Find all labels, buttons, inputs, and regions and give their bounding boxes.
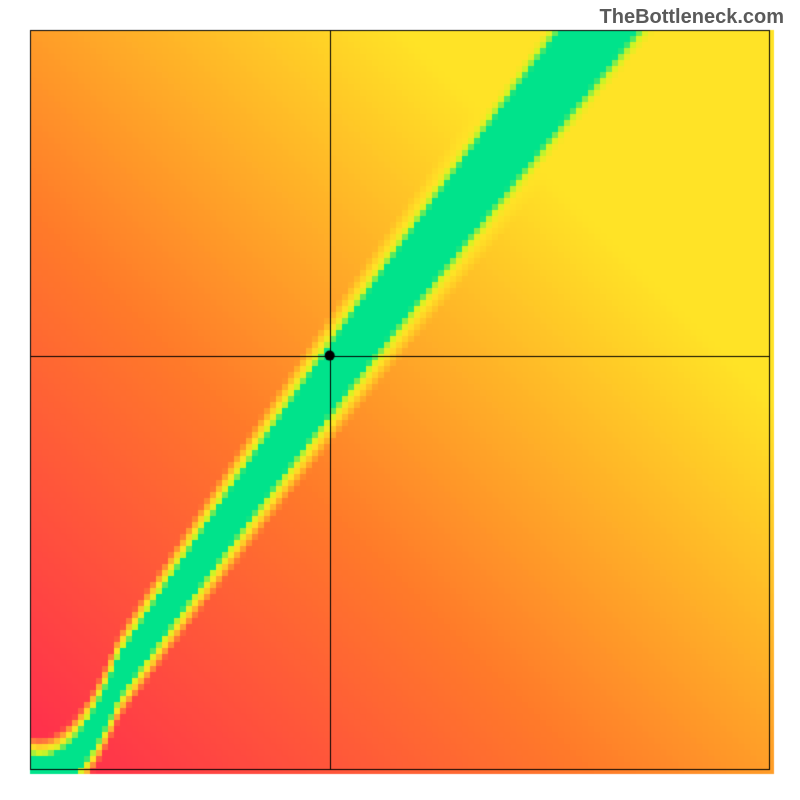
heatmap-chart [0,0,800,800]
watermark-text: TheBottleneck.com [600,6,784,29]
